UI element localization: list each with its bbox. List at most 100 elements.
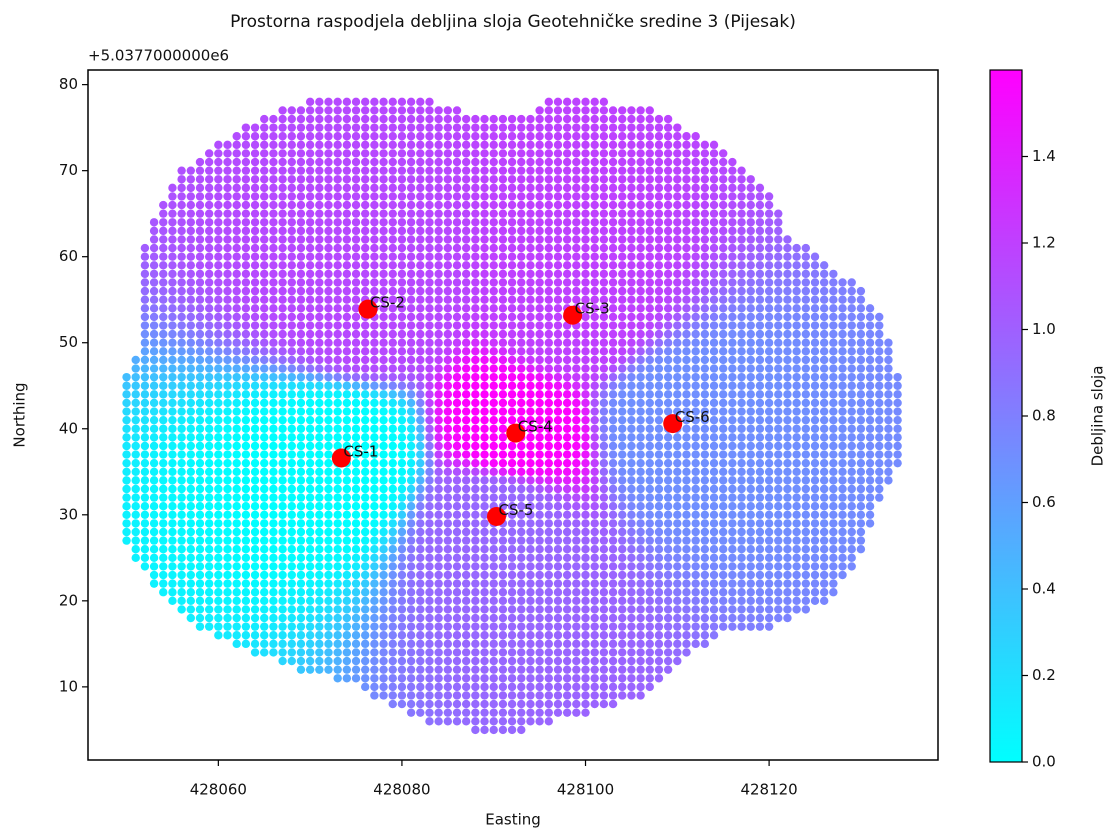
- grid-point: [223, 536, 232, 545]
- grid-point: [471, 407, 480, 416]
- grid-point: [728, 157, 737, 167]
- grid-point: [122, 450, 131, 459]
- grid-point: [801, 243, 811, 253]
- grid-point: [526, 545, 535, 554]
- grid-point: [875, 321, 884, 330]
- grid-point: [507, 235, 517, 244]
- grid-point: [819, 295, 829, 304]
- grid-point: [443, 545, 453, 554]
- grid-point: [636, 200, 645, 210]
- grid-point: [214, 562, 223, 571]
- grid-point: [204, 218, 214, 227]
- grid-point: [351, 140, 361, 150]
- grid-point: [553, 278, 563, 287]
- grid-point: [709, 183, 719, 193]
- grid-point: [553, 132, 563, 141]
- grid-point: [553, 338, 563, 347]
- grid-point: [452, 484, 462, 494]
- grid-point: [507, 166, 517, 175]
- grid-point: [608, 519, 618, 528]
- grid-point: [287, 648, 296, 657]
- grid-point: [333, 166, 342, 175]
- grid-point: [865, 501, 875, 511]
- grid-point: [287, 209, 296, 218]
- grid-point: [572, 501, 581, 511]
- grid-point: [673, 433, 682, 442]
- grid-point: [544, 501, 553, 511]
- grid-point: [361, 338, 370, 347]
- grid-point: [269, 364, 278, 373]
- grid-point: [572, 97, 581, 107]
- grid-point: [269, 562, 278, 571]
- grid-point: [819, 476, 829, 485]
- grid-point: [425, 613, 434, 623]
- grid-point: [764, 424, 774, 433]
- grid-point: [342, 415, 352, 425]
- grid-point: [452, 157, 462, 167]
- grid-point: [581, 682, 590, 692]
- grid-point: [875, 364, 884, 373]
- grid-point: [608, 510, 618, 520]
- grid-point: [361, 656, 370, 666]
- grid-point: [434, 218, 443, 227]
- grid-point: [204, 381, 214, 390]
- grid-point: [792, 458, 801, 468]
- grid-point: [370, 157, 379, 167]
- grid-point: [746, 484, 755, 494]
- grid-point: [361, 175, 370, 184]
- grid-point: [223, 519, 232, 528]
- grid-point: [581, 527, 590, 537]
- grid-point: [792, 269, 801, 279]
- grid-point: [489, 123, 498, 132]
- grid-point: [562, 691, 572, 700]
- grid-point: [728, 226, 737, 236]
- grid-point: [507, 536, 517, 545]
- grid-point: [287, 347, 296, 356]
- grid-point: [342, 596, 352, 606]
- grid-point: [333, 433, 342, 442]
- grid-point: [351, 329, 361, 339]
- grid-point: [480, 166, 489, 175]
- grid-point: [296, 347, 306, 356]
- grid-point: [737, 200, 746, 210]
- grid-point: [581, 372, 590, 382]
- grid-point: [324, 97, 333, 107]
- grid-point: [581, 347, 590, 356]
- grid-point: [214, 261, 223, 270]
- grid-point: [324, 295, 333, 304]
- grid-point: [379, 390, 388, 399]
- grid-point: [709, 536, 719, 545]
- grid-point: [489, 476, 498, 485]
- grid-point: [489, 200, 498, 210]
- grid-point: [204, 286, 214, 296]
- grid-point: [131, 381, 140, 390]
- grid-point: [416, 97, 425, 107]
- grid-point: [406, 106, 416, 115]
- grid-point: [838, 390, 847, 399]
- grid-point: [535, 622, 544, 631]
- grid-point: [223, 269, 232, 279]
- grid-point: [553, 192, 563, 201]
- grid-point: [709, 209, 719, 218]
- grid-point: [204, 527, 214, 537]
- grid-point: [691, 536, 700, 545]
- grid-point: [728, 605, 737, 614]
- grid-point: [480, 725, 489, 735]
- grid-point: [305, 639, 315, 649]
- grid-point: [425, 269, 434, 279]
- grid-point: [452, 106, 462, 115]
- grid-point: [434, 553, 443, 563]
- grid-point: [544, 261, 553, 270]
- grid-point: [636, 166, 645, 175]
- grid-point: [351, 347, 361, 356]
- grid-point: [590, 639, 599, 649]
- grid-point: [434, 648, 443, 657]
- grid-point: [792, 355, 801, 365]
- grid-point: [269, 415, 278, 425]
- grid-point: [195, 278, 205, 287]
- grid-point: [544, 106, 553, 115]
- grid-point: [608, 588, 618, 597]
- grid-point: [168, 484, 177, 494]
- grid-point: [489, 622, 498, 631]
- grid-point: [260, 631, 269, 640]
